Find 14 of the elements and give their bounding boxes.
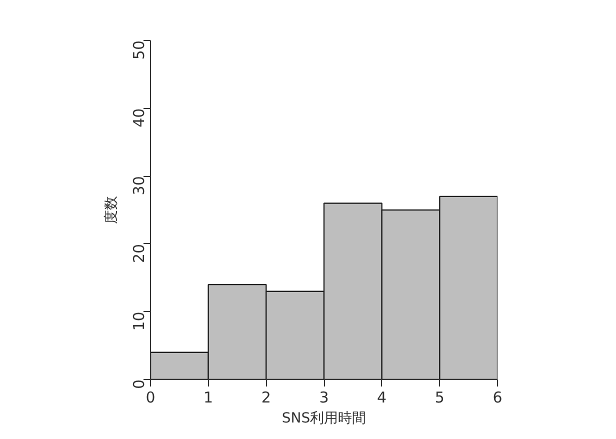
x-tick-label: 5 <box>434 388 444 406</box>
y-tick-label: 0 <box>130 379 148 390</box>
y-tick-label: 50 <box>130 40 148 60</box>
x-tick-label: 3 <box>319 388 329 406</box>
x-tick-label: 6 <box>492 388 502 406</box>
y-axis-title: 度数 <box>104 196 120 224</box>
x-axis-title: SNS利用時間 <box>282 410 366 426</box>
x-tick-label: 2 <box>261 388 271 406</box>
y-tick-label: 30 <box>130 176 148 196</box>
y-tick-label: 40 <box>130 108 148 128</box>
y-tick-label: 20 <box>130 244 148 263</box>
x-tick-label: 4 <box>377 388 387 406</box>
x-tick-label: 1 <box>204 388 214 406</box>
y-tick-label: 10 <box>130 312 148 331</box>
